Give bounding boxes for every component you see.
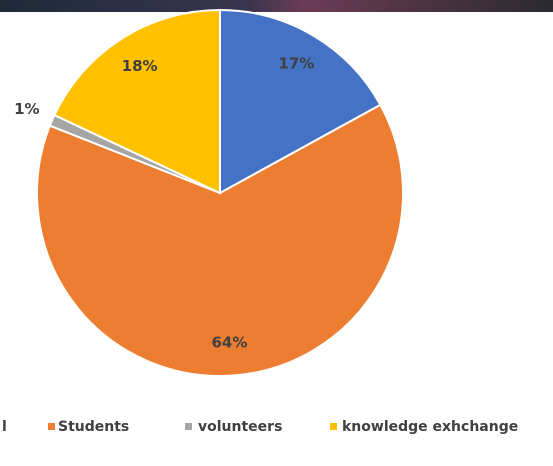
- legend-swatch: [185, 423, 192, 430]
- legend-swatch: [330, 423, 337, 430]
- legend-label: l: [2, 419, 7, 435]
- header-image-strip: [0, 0, 553, 12]
- chart: 17% 64% 1% 18% l Students volunteers knowledge …: [0, 0, 553, 466]
- data-label: 18%: [122, 57, 158, 75]
- legend-label: knowledge exhchange: [342, 419, 518, 435]
- legend-swatch: [48, 423, 55, 430]
- legend-label: Students: [58, 419, 129, 435]
- page: 17% 64% 1% 18% l Students volunteers knowledge …: [0, 0, 553, 466]
- data-label: 17%: [278, 54, 314, 72]
- data-label: 1%: [14, 100, 39, 118]
- data-label: 64%: [211, 333, 247, 351]
- legend-label: volunteers: [198, 419, 282, 435]
